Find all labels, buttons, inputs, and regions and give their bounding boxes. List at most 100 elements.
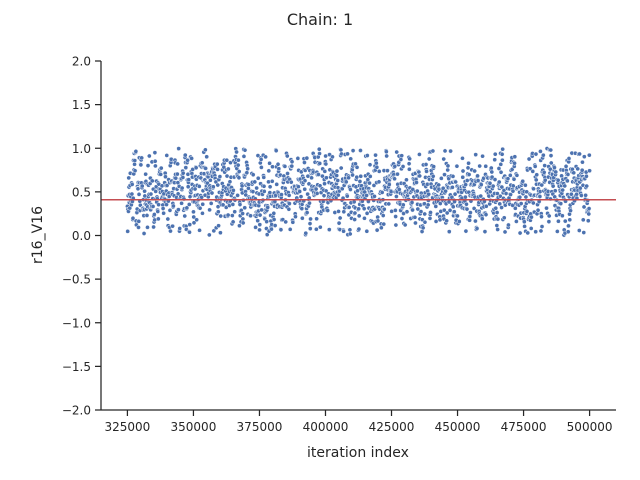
data-point	[539, 224, 545, 229]
data-point	[466, 160, 471, 166]
data-point	[187, 229, 192, 235]
data-point	[438, 176, 444, 181]
data-point	[464, 178, 470, 183]
data-point	[364, 228, 370, 234]
data-point	[269, 226, 274, 232]
data-point	[414, 188, 420, 194]
data-point	[161, 210, 166, 216]
data-point	[530, 169, 536, 174]
data-point	[341, 209, 347, 215]
data-point	[367, 174, 373, 179]
data-point	[126, 175, 132, 181]
x-axis-label: iteration index	[307, 445, 409, 461]
data-point	[129, 191, 135, 197]
data-point	[227, 179, 233, 185]
data-point	[498, 169, 504, 175]
data-point	[255, 218, 261, 224]
data-point	[407, 166, 412, 172]
data-point	[185, 184, 191, 190]
data-point	[313, 186, 319, 192]
data-point	[503, 191, 509, 196]
data-point	[583, 192, 588, 198]
data-point	[406, 161, 412, 167]
data-point	[240, 220, 246, 226]
data-point	[510, 183, 516, 189]
data-point	[441, 207, 447, 213]
data-point	[235, 193, 240, 198]
data-point	[352, 217, 358, 222]
data-point	[463, 182, 468, 188]
data-point	[402, 222, 408, 228]
data-point	[499, 151, 505, 157]
data-point	[175, 171, 180, 177]
data-point	[334, 168, 340, 174]
data-point	[423, 162, 429, 167]
data-point	[430, 173, 436, 179]
data-point	[250, 189, 256, 194]
data-point	[241, 154, 247, 159]
data-point	[375, 218, 381, 224]
data-point	[505, 176, 511, 182]
data-point	[415, 206, 421, 212]
data-point	[356, 213, 362, 219]
data-point	[350, 148, 356, 153]
data-point	[314, 216, 319, 222]
data-point	[297, 189, 303, 194]
data-point	[460, 155, 465, 161]
data-point	[452, 191, 458, 197]
data-point	[425, 202, 431, 208]
y-axis-label: r16_V16	[30, 206, 46, 264]
data-point	[404, 177, 409, 183]
data-point	[152, 158, 158, 164]
data-point	[186, 177, 192, 183]
data-point	[508, 192, 513, 197]
data-point	[422, 211, 428, 217]
data-point	[345, 151, 350, 157]
data-point	[350, 172, 355, 178]
data-point	[379, 190, 385, 195]
data-point	[367, 162, 373, 168]
data-point	[448, 148, 453, 154]
data-point	[379, 225, 384, 231]
data-point	[197, 227, 202, 233]
data-point	[544, 205, 549, 211]
data-point	[479, 216, 485, 222]
data-point	[400, 164, 406, 169]
data-point	[215, 182, 221, 188]
data-point	[160, 206, 166, 211]
data-point	[584, 183, 590, 189]
data-point	[496, 166, 502, 171]
data-point	[335, 192, 341, 198]
data-point	[232, 209, 238, 215]
data-point	[560, 213, 565, 219]
data-point	[581, 204, 587, 210]
data-point	[422, 219, 428, 225]
data-point	[529, 214, 534, 220]
data-point	[287, 201, 292, 206]
data-point	[304, 210, 310, 215]
data-point	[252, 179, 258, 185]
data-point	[374, 164, 380, 170]
data-point	[381, 221, 387, 227]
data-point	[136, 225, 141, 230]
data-point	[203, 166, 208, 171]
data-point	[510, 188, 516, 194]
data-point	[307, 226, 313, 231]
x-tick-label: 375000	[237, 420, 283, 434]
data-point	[386, 201, 392, 207]
data-point	[158, 172, 164, 177]
data-point	[453, 179, 458, 185]
data-point	[224, 173, 230, 179]
data-point	[217, 174, 223, 179]
data-point	[335, 178, 341, 183]
data-point	[541, 152, 546, 158]
data-point	[587, 168, 592, 174]
y-tick-label: 0.0	[72, 229, 91, 243]
data-point	[236, 157, 241, 163]
data-point	[177, 226, 183, 231]
data-point	[548, 160, 554, 166]
data-point	[348, 156, 354, 162]
data-point	[209, 190, 215, 196]
data-point	[487, 180, 493, 186]
data-point	[380, 213, 386, 218]
